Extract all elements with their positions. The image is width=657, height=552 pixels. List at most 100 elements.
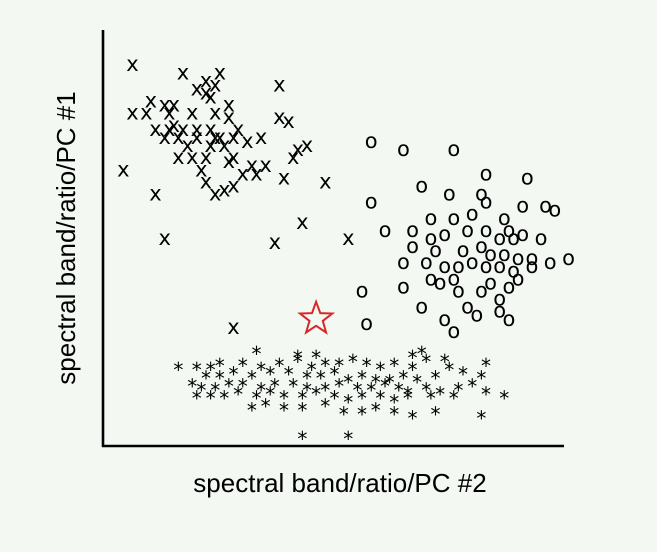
- asterisk-mark-point: *: [357, 403, 367, 427]
- o-mark-point: o: [438, 222, 451, 246]
- asterisk-mark-point: *: [210, 378, 220, 402]
- x-mark-point: x: [241, 129, 253, 153]
- x-mark-point: x: [223, 149, 235, 173]
- x-mark-point: x: [209, 125, 221, 149]
- o-mark-point: o: [415, 295, 428, 319]
- asterisk-mark-point: *: [261, 395, 271, 419]
- o-mark-point: o: [544, 250, 557, 274]
- asterisk-mark-point: *: [293, 350, 303, 374]
- asterisk-mark-point: *: [449, 387, 459, 411]
- x-mark-point: x: [246, 153, 258, 177]
- x-mark-point: x: [195, 157, 207, 181]
- o-mark-point: o: [429, 238, 442, 262]
- asterisk-mark-point: *: [389, 354, 399, 378]
- asterisk-mark-point: *: [334, 354, 344, 378]
- asterisk-mark-point: *: [307, 358, 317, 382]
- asterisk-mark-point: *: [380, 374, 390, 398]
- asterisk-mark-point: *: [348, 350, 358, 374]
- o-mark-point: o: [365, 129, 378, 153]
- x-mark-point: x: [168, 113, 180, 137]
- x-mark-point: x: [158, 226, 170, 250]
- o-mark-point: o: [475, 182, 488, 206]
- asterisk-mark-point: *: [238, 354, 248, 378]
- o-mark-point: o: [447, 206, 460, 230]
- o-mark-point: o: [539, 194, 552, 218]
- asterisk-mark-point: *: [173, 358, 183, 382]
- x-axis-label: spectral band/ratio/PC #2: [193, 468, 486, 498]
- x-mark-point: x: [191, 125, 203, 149]
- o-mark-point: o: [480, 254, 493, 278]
- x-mark-point: x: [200, 81, 212, 105]
- asterisk-mark-point: *: [279, 399, 289, 423]
- x-mark-point: x: [126, 52, 138, 76]
- asterisk-mark-point: *: [320, 378, 330, 402]
- o-mark-point: o: [420, 250, 433, 274]
- asterisk-mark-point: *: [247, 366, 257, 390]
- o-mark-point: o: [447, 319, 460, 343]
- asterisk-mark-point: *: [297, 387, 307, 411]
- asterisk-mark-point: *: [403, 383, 413, 407]
- asterisk-mark-point: *: [339, 403, 349, 427]
- o-mark-point: o: [438, 307, 451, 331]
- y-axis-label: spectral band/ratio/PC #1: [51, 91, 81, 384]
- asterisk-mark-point: *: [279, 387, 289, 411]
- o-mark-point: o: [397, 250, 410, 274]
- o-mark-point: o: [470, 303, 483, 327]
- asterisk-mark-point: *: [284, 362, 294, 386]
- asterisk-mark-point: *: [389, 403, 399, 427]
- asterisk-mark-point: *: [444, 358, 454, 382]
- asterisk-mark-point: *: [256, 378, 266, 402]
- asterisk-mark-point: *: [408, 358, 418, 382]
- o-mark-point: o: [516, 194, 529, 218]
- x-mark-point: x: [177, 117, 189, 141]
- asterisk-mark-point: *: [440, 350, 450, 374]
- o-mark-point: o: [493, 254, 506, 278]
- x-mark-point: x: [223, 93, 235, 117]
- asterisk-mark-point: *: [297, 427, 307, 451]
- o-mark-point: o: [452, 254, 465, 278]
- asterisk-mark-point: *: [371, 370, 381, 394]
- asterisk-mark-point: *: [206, 387, 216, 411]
- asterisk-mark-point: *: [375, 358, 385, 382]
- asterisk-mark-point: *: [206, 358, 216, 382]
- asterisk-mark-point: *: [435, 383, 445, 407]
- asterisk-mark-point: *: [481, 383, 491, 407]
- x-mark-point: x: [209, 182, 221, 206]
- o-mark-point: o: [502, 218, 515, 242]
- o-mark-point: o: [493, 226, 506, 250]
- x-mark-point: x: [158, 125, 170, 149]
- asterisk-mark-point: *: [233, 383, 243, 407]
- x-mark-point: x: [209, 101, 221, 125]
- asterisk-mark-point: *: [408, 346, 418, 370]
- o-mark-point: o: [484, 242, 497, 266]
- asterisk-mark-point: *: [330, 362, 340, 386]
- asterisk-mark-point: *: [288, 374, 298, 398]
- o-mark-point: o: [356, 279, 369, 303]
- asterisk-mark-point: *: [320, 395, 330, 419]
- asterisk-mark-point: *: [297, 399, 307, 423]
- o-mark-point: o: [424, 266, 437, 290]
- asterisk-mark-point: *: [343, 427, 353, 451]
- asterisk-mark-point: *: [320, 354, 330, 378]
- asterisk-mark-point: *: [467, 374, 477, 398]
- x-mark-point: x: [273, 72, 285, 96]
- o-mark-point: o: [502, 307, 515, 331]
- asterisk-mark-point: *: [265, 383, 275, 407]
- asterisk-mark-point: *: [476, 407, 486, 431]
- x-mark-point: x: [218, 133, 230, 157]
- x-mark-point: x: [296, 210, 308, 234]
- asterisk-mark-point: *: [215, 366, 225, 390]
- asterisk-mark-point: *: [412, 370, 422, 394]
- x-mark-point: x: [191, 117, 203, 141]
- o-mark-point: o: [379, 218, 392, 242]
- o-mark-point: o: [507, 226, 520, 250]
- o-mark-point: o: [562, 246, 575, 270]
- x-mark-point: x: [168, 93, 180, 117]
- x-mark-point: x: [117, 157, 129, 181]
- asterisk-mark-point: *: [398, 366, 408, 390]
- asterisk-mark-point: *: [270, 374, 280, 398]
- x-mark-point: x: [191, 77, 203, 101]
- o-mark-point: o: [498, 206, 511, 230]
- asterisk-mark-point: *: [417, 342, 427, 366]
